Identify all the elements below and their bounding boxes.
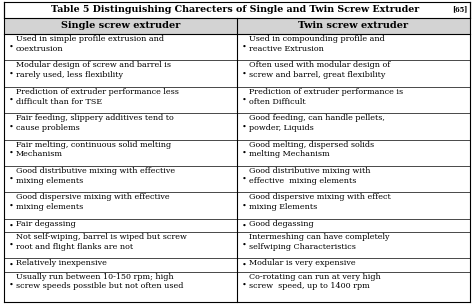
Text: •: • [9,149,14,157]
Text: [65]: [65] [452,5,467,13]
Text: Prediction of extruder performance less
difficult than for TSE: Prediction of extruder performance less … [16,88,179,105]
Text: Modular is very expensive: Modular is very expensive [249,259,356,268]
Text: Fair degassing: Fair degassing [16,220,76,228]
Text: •: • [242,149,247,157]
Text: Relatively inexpensive: Relatively inexpensive [16,259,107,268]
Text: •: • [242,96,247,104]
Text: Prediction of extruder performance is
often Difficult: Prediction of extruder performance is of… [249,88,403,105]
Text: •: • [242,43,247,51]
Text: Good melting, dispersed solids
melting Mechanism: Good melting, dispersed solids melting M… [249,141,374,158]
Text: Co-rotating can run at very high
screw  speed, up to 1400 rpm: Co-rotating can run at very high screw s… [249,273,381,290]
Text: Fair melting, continuous solid melting
Mechanism: Fair melting, continuous solid melting M… [16,141,171,158]
Text: •: • [9,221,14,230]
Text: •: • [242,281,247,289]
Text: •: • [9,175,14,183]
Text: •: • [9,202,14,210]
Text: •: • [242,123,247,130]
Text: Table 5 Distinguishing Charecters of Single and Twin Screw Extruder: Table 5 Distinguishing Charecters of Sin… [51,5,423,15]
Text: Modular design of screw and barrel is
rarely used, less flexibility: Modular design of screw and barrel is ra… [16,61,171,79]
Text: •: • [9,241,14,249]
Text: Twin screw extruder: Twin screw extruder [299,22,409,30]
Text: Single screw extruder: Single screw extruder [61,22,180,30]
Text: Intermeshing can have completely
selfwiping Characteristics: Intermeshing can have completely selfwip… [249,233,390,251]
Text: •: • [242,202,247,210]
Text: Good distributive mixing with effective
mixing elements: Good distributive mixing with effective … [16,167,175,185]
Text: •: • [242,70,247,78]
Text: Not self-wiping, barrel is wiped but screw
root and flight flanks are not: Not self-wiping, barrel is wiped but scr… [16,233,187,251]
Text: Good dispersive mixing with effective
mixing elements: Good dispersive mixing with effective mi… [16,193,170,211]
Text: •: • [9,43,14,51]
Bar [237,18,470,34]
Text: •: • [9,96,14,104]
Text: •: • [9,70,14,78]
Text: Used in simple profile extrusion and
coextrusion: Used in simple profile extrusion and coe… [16,35,164,53]
Text: •: • [9,261,14,269]
Text: Often used with modular design of
screw and barrel, great flexibility: Often used with modular design of screw … [249,61,390,79]
Text: Usually run between 10-150 rpm; high
screw speeds possible but not often used: Usually run between 10-150 rpm; high scr… [16,273,183,290]
Text: •: • [242,221,247,230]
Text: •: • [242,261,247,269]
Text: Fair feeding, slippery additives tend to
cause problems: Fair feeding, slippery additives tend to… [16,114,174,132]
Text: Good degassing: Good degassing [249,220,314,228]
Text: Good feeding, can handle pellets,
powder, Liquids: Good feeding, can handle pellets, powder… [249,114,385,132]
Text: •: • [242,175,247,183]
Text: Good dispersive mixing with effect
mixing Elements: Good dispersive mixing with effect mixin… [249,193,391,211]
Text: •: • [9,123,14,130]
Text: Good distributive mixing with
effective  mixing elements: Good distributive mixing with effective … [249,167,371,185]
Text: Used in compounding profile and
reactive Extrusion: Used in compounding profile and reactive… [249,35,385,53]
Text: •: • [242,241,247,249]
Bar [4,18,237,34]
Text: •: • [9,281,14,289]
